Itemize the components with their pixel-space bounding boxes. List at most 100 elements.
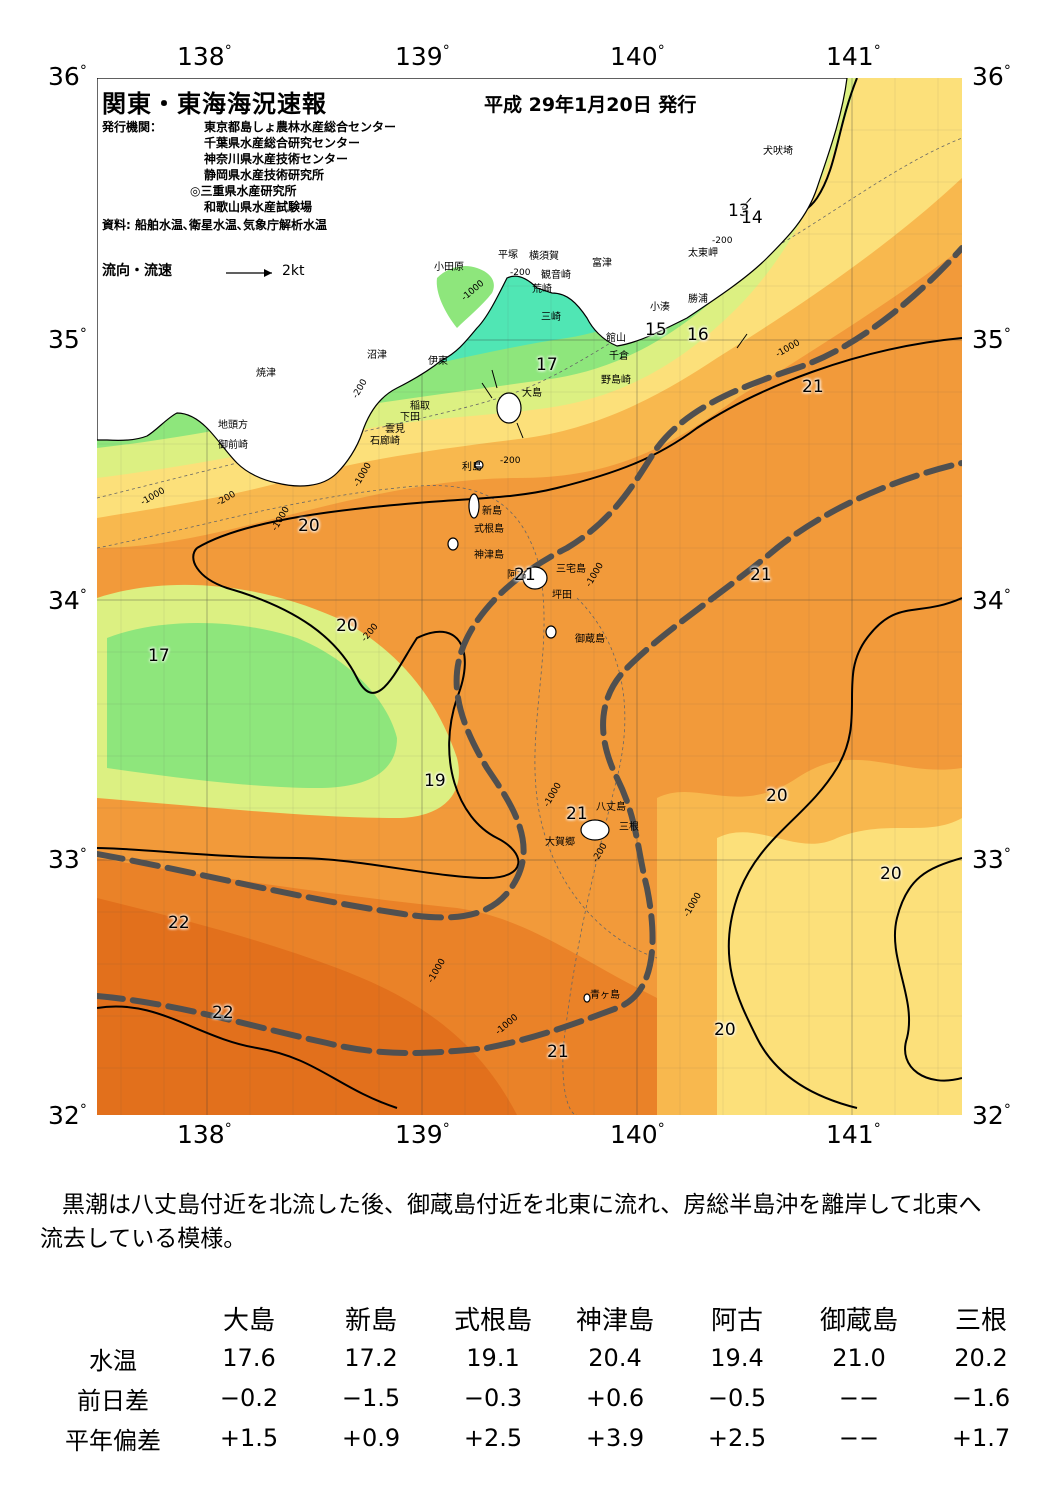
isotherm-label: 17	[536, 355, 558, 375]
table-cell: −−	[838, 1424, 880, 1452]
isotherm-label: 14	[741, 208, 763, 228]
island-toshima	[474, 460, 484, 470]
place-label: 平塚	[498, 250, 518, 261]
table-cell: +1.5	[219, 1424, 279, 1452]
row-label: 前日差	[77, 1386, 149, 1415]
place-label: 焼津	[256, 368, 276, 379]
isotherm-label: 13	[728, 201, 750, 221]
table-cell: −0.3	[463, 1384, 523, 1412]
place-label: 利島	[462, 462, 482, 473]
isotherm-label: 21	[566, 804, 588, 824]
lat-left-33: 33°	[48, 845, 87, 874]
land	[97, 78, 848, 1003]
lon-bottom-138: 138°	[177, 1120, 232, 1149]
column-header: 式根島	[453, 1305, 532, 1336]
place-label: 下田	[400, 412, 420, 423]
isotherm-label: 22	[168, 913, 190, 933]
table-cell: 21.0	[832, 1344, 886, 1372]
table-cell: −1.6	[951, 1384, 1011, 1412]
place-label: 三崎	[541, 312, 561, 323]
place-label: 野島崎	[601, 375, 631, 386]
lat-left-35: 35°	[48, 325, 87, 354]
place-label: 稲取	[410, 401, 430, 412]
isotherm-label: 19	[424, 771, 446, 791]
lon-top-140: 140°	[610, 42, 665, 71]
lat-left-34: 34°	[48, 586, 87, 615]
lon-bottom-139: 139°	[395, 1120, 450, 1149]
isotherm-label: 16	[687, 325, 709, 345]
lat-right-32: 32°	[972, 1101, 1011, 1130]
sea-west-green	[107, 623, 397, 788]
place-label: 観音崎	[541, 270, 571, 281]
row-label: 平年偏差	[65, 1426, 161, 1455]
isotherm-label: 20	[298, 516, 320, 536]
table-cell: 17.6	[222, 1344, 276, 1372]
isotherm-label: 21	[514, 565, 536, 585]
place-label: 太東岬	[688, 248, 718, 259]
place-label: 荒崎	[532, 284, 552, 295]
current-legend-scale: 2kt	[282, 263, 305, 279]
summary-body: 黒潮は八丈島付近を北流した後、御蔵島付近を北東に流れ、房総半島沖を離岸して北東へ…	[40, 1192, 982, 1252]
table-corner	[38, 1298, 188, 1338]
place-label: 勝浦	[688, 294, 708, 305]
isotherm-label: 21	[547, 1042, 569, 1062]
place-label: 御蔵島	[575, 634, 605, 645]
lon-top-138: 138°	[177, 42, 232, 71]
table-header-row: 大島 新島 式根島 神津島 阿古 御蔵島 三根	[38, 1298, 1042, 1338]
table-cell: −1.5	[341, 1384, 401, 1412]
place-label: 伊東	[428, 356, 448, 367]
table-cell: 19.1	[466, 1344, 520, 1372]
issuer-2: 千葉県水産総合研究センター	[204, 136, 361, 150]
table-cell: 19.4	[710, 1344, 764, 1372]
place-label: 犬吠埼	[763, 146, 793, 157]
table-cell: +1.7	[951, 1424, 1011, 1452]
isotherm-label: 21	[802, 377, 824, 397]
isotherm-20-east	[727, 597, 962, 1109]
isotherm-label: 15	[645, 320, 667, 340]
lon-top-139: 139°	[395, 42, 450, 71]
column-header: 御蔵島	[819, 1305, 898, 1336]
place-label: 小湊	[650, 302, 670, 313]
column-header: 神津島	[575, 1305, 654, 1336]
issuer-3: 神奈川県水産技術センター	[204, 152, 349, 166]
current-arrows	[481, 197, 752, 439]
issuer-4: 静岡県水産技術研究所	[204, 168, 325, 182]
place-label: 小田原	[434, 262, 464, 273]
column-header: 新島	[344, 1305, 397, 1336]
lon-bottom-140: 140°	[610, 1120, 665, 1149]
table-cell: −0.5	[707, 1384, 767, 1412]
isotherm-label: 22	[212, 1003, 234, 1023]
place-label: 阿古	[507, 570, 527, 581]
kuroshio-axis	[97, 245, 962, 1056]
island-niijima	[468, 493, 480, 519]
table-cell: 20.2	[954, 1344, 1008, 1372]
table-cell: −0.2	[219, 1384, 279, 1412]
issuer-label: 発行機関：	[102, 120, 163, 134]
depth-label: -200	[510, 268, 531, 278]
kuroshio-axis-inshore	[97, 245, 962, 921]
place-label: 新島	[482, 506, 502, 517]
place-label: 坪田	[552, 590, 572, 601]
isotherm-20-west	[97, 547, 520, 880]
current-legend-arrow-icon	[226, 269, 272, 277]
column-header: 大島	[222, 1305, 275, 1336]
issuer-6: 和歌山県水産試験場	[204, 200, 313, 214]
table-cell: +0.6	[585, 1384, 645, 1412]
column-header: 三根	[954, 1305, 1007, 1336]
isotherm-label: 20	[766, 786, 788, 806]
lon-top-141: 141°	[826, 42, 881, 71]
table-cell: +3.9	[585, 1424, 645, 1452]
table-row: 前日差 −0.2 −1.5 −0.3 +0.6 −0.5 −− −1.6	[38, 1378, 1042, 1418]
table-cell: 17.2	[344, 1344, 398, 1372]
isotherm-20-north	[196, 337, 962, 549]
island-oshima	[496, 392, 522, 424]
isotherm-label: 17	[148, 646, 170, 666]
table-row: 水温 17.6 17.2 19.1 20.4 19.4 21.0 20.2	[38, 1338, 1042, 1378]
kuroshio-axis-offshore	[97, 460, 962, 1056]
table-cell: +2.5	[463, 1424, 523, 1452]
island-kozushima	[447, 537, 459, 551]
table-row: 平年偏差 +1.5 +0.9 +2.5 +3.9 +2.5 −− +1.7	[38, 1418, 1042, 1458]
lat-right-34: 34°	[972, 586, 1011, 615]
current-legend-label: 流向・流速	[102, 263, 172, 279]
isotherm-20-southeast	[893, 857, 962, 1082]
